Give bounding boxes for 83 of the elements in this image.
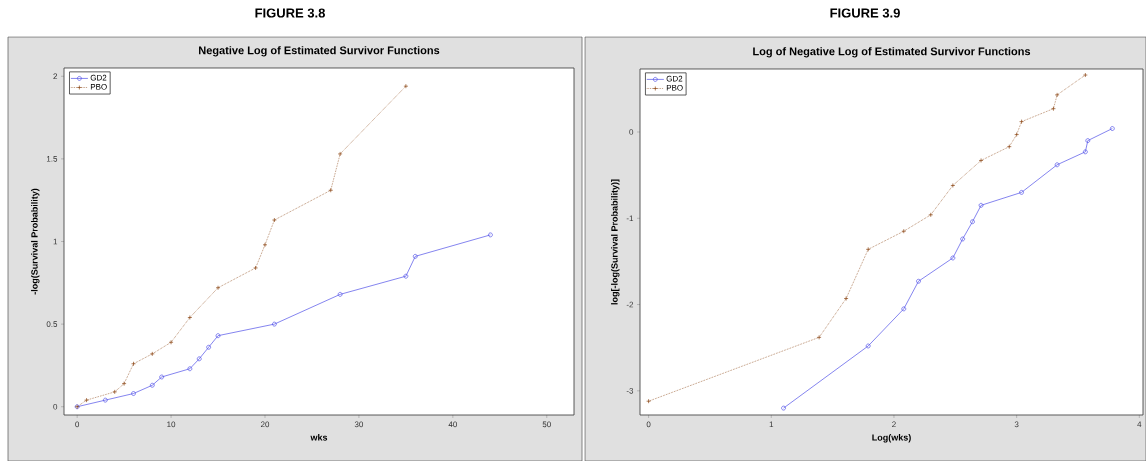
point bbox=[901, 228, 907, 234]
point bbox=[215, 333, 221, 339]
point bbox=[1051, 106, 1056, 112]
x-tick-label: 0 bbox=[646, 421, 651, 428]
y-tick-label: 1 bbox=[53, 238, 58, 245]
point bbox=[901, 306, 907, 312]
chart-subtitle: Log of Negative Log of Estimated Survivor Functions bbox=[753, 47, 1031, 58]
point bbox=[1014, 132, 1019, 137]
x-tick-label: 40 bbox=[448, 421, 457, 428]
point bbox=[112, 389, 118, 395]
legend-label: PBO bbox=[90, 83, 107, 90]
point bbox=[196, 356, 202, 362]
y-axis-title: log[-log(Survival Probability)] bbox=[611, 179, 620, 305]
point bbox=[843, 296, 849, 301]
point bbox=[928, 212, 934, 218]
y-tick-label: 0 bbox=[629, 129, 634, 135]
point bbox=[403, 273, 409, 279]
x-tick-label: 30 bbox=[354, 421, 364, 428]
chart-subtitle: Negative Log of Estimated Survivor Functions bbox=[199, 46, 440, 57]
y-tick-label: 0 bbox=[53, 403, 58, 410]
point bbox=[253, 265, 258, 271]
point bbox=[1082, 149, 1088, 155]
y-axis-title: -log(Survival Probability) bbox=[31, 188, 40, 295]
legend-label: GD2 bbox=[90, 74, 107, 81]
point bbox=[187, 366, 193, 372]
x-tick-label: 0 bbox=[75, 421, 80, 428]
point bbox=[131, 361, 136, 367]
point bbox=[121, 381, 127, 386]
point bbox=[149, 382, 155, 388]
point bbox=[412, 254, 418, 259]
point bbox=[337, 292, 343, 297]
legend-label: GD2 bbox=[666, 75, 683, 82]
point bbox=[1006, 144, 1012, 150]
chart-title: FIGURE 3.9 bbox=[830, 8, 900, 18]
point bbox=[1054, 162, 1060, 168]
y-tick-label: -3 bbox=[626, 388, 634, 394]
point bbox=[1085, 138, 1091, 143]
y-tick-label: 2 bbox=[53, 73, 58, 80]
point bbox=[215, 285, 221, 291]
point bbox=[328, 187, 334, 193]
point bbox=[272, 321, 277, 327]
x-tick-label: 1 bbox=[769, 421, 774, 428]
y-tick-label: -2 bbox=[626, 301, 634, 308]
point bbox=[960, 236, 966, 242]
x-tick-label: 50 bbox=[542, 421, 551, 428]
y-tick-label: 1.5 bbox=[46, 156, 58, 162]
point bbox=[950, 183, 956, 188]
point bbox=[84, 397, 89, 403]
point bbox=[403, 83, 409, 89]
point bbox=[149, 351, 155, 357]
point bbox=[1054, 92, 1060, 98]
x-axis-title: wks bbox=[310, 434, 328, 441]
point bbox=[865, 343, 871, 349]
x-tick-label: 10 bbox=[167, 421, 176, 428]
point bbox=[1019, 119, 1024, 124]
point bbox=[816, 334, 822, 340]
point bbox=[159, 374, 165, 380]
x-axis-title: Log(wks) bbox=[872, 434, 911, 443]
point bbox=[262, 242, 268, 248]
x-tick-label: 2 bbox=[892, 421, 896, 428]
x-tick-label: 20 bbox=[260, 421, 270, 428]
point bbox=[970, 219, 975, 225]
point bbox=[272, 217, 277, 223]
point bbox=[187, 315, 193, 320]
point bbox=[950, 255, 956, 261]
point bbox=[337, 151, 343, 157]
point bbox=[168, 339, 174, 345]
point bbox=[1019, 190, 1024, 195]
y-tick-label: -1 bbox=[626, 215, 634, 222]
point bbox=[978, 202, 984, 208]
point bbox=[916, 278, 921, 284]
point bbox=[1082, 72, 1088, 78]
legend-label: PBO bbox=[666, 84, 683, 91]
x-tick-label: 4 bbox=[1137, 421, 1142, 428]
point bbox=[206, 344, 211, 350]
chart-title: FIGURE 3.8 bbox=[255, 8, 325, 18]
y-tick-label: 0.5 bbox=[46, 321, 58, 327]
x-tick-label: 3 bbox=[1014, 421, 1019, 428]
point bbox=[978, 158, 984, 163]
point bbox=[646, 398, 651, 404]
point bbox=[102, 397, 108, 403]
point bbox=[131, 391, 136, 396]
point bbox=[865, 246, 871, 252]
